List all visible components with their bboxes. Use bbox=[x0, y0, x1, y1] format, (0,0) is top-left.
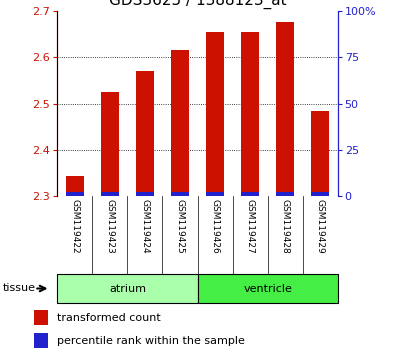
Bar bbox=[206, 32, 224, 196]
Bar bbox=[171, 192, 189, 196]
Text: GSM119422: GSM119422 bbox=[70, 199, 79, 253]
Title: GDS3625 / 1388123_at: GDS3625 / 1388123_at bbox=[109, 0, 286, 9]
Text: ventricle: ventricle bbox=[243, 284, 292, 293]
Text: GSM119426: GSM119426 bbox=[211, 199, 220, 253]
Bar bbox=[171, 50, 189, 196]
Bar bbox=[57, 274, 198, 303]
Text: GSM119423: GSM119423 bbox=[105, 199, 115, 253]
Text: GSM119427: GSM119427 bbox=[246, 199, 255, 253]
Bar bbox=[101, 192, 118, 196]
Bar bbox=[34, 310, 48, 325]
Bar bbox=[136, 71, 154, 196]
Bar bbox=[66, 176, 84, 196]
Bar bbox=[241, 32, 259, 196]
Bar bbox=[206, 192, 224, 196]
Text: GSM119428: GSM119428 bbox=[280, 199, 290, 253]
Bar bbox=[34, 333, 48, 348]
Text: GSM119424: GSM119424 bbox=[140, 199, 149, 253]
Text: tissue: tissue bbox=[2, 283, 35, 293]
Bar bbox=[276, 192, 294, 196]
Text: atrium: atrium bbox=[109, 284, 146, 293]
Bar bbox=[241, 192, 259, 196]
Text: percentile rank within the sample: percentile rank within the sample bbox=[57, 336, 245, 346]
Bar bbox=[276, 22, 294, 196]
Text: transformed count: transformed count bbox=[57, 313, 161, 323]
Bar bbox=[66, 192, 84, 196]
Bar bbox=[136, 192, 154, 196]
Bar bbox=[198, 274, 338, 303]
Bar bbox=[311, 110, 329, 196]
Bar bbox=[101, 92, 118, 196]
Text: GSM119425: GSM119425 bbox=[175, 199, 184, 253]
Bar bbox=[311, 192, 329, 196]
Text: GSM119429: GSM119429 bbox=[316, 199, 325, 253]
